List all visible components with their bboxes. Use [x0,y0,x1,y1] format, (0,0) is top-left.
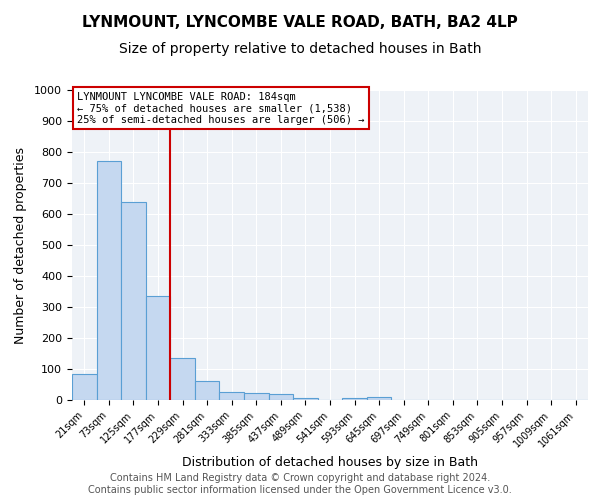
Bar [220,392,244,400]
Y-axis label: Number of detached properties: Number of detached properties [14,146,28,344]
Bar [72,374,97,400]
Text: Size of property relative to detached houses in Bath: Size of property relative to detached ho… [119,42,481,56]
Bar [97,162,121,400]
Bar [367,397,391,400]
Bar [269,394,293,400]
Text: LYNMOUNT LYNCOMBE VALE ROAD: 184sqm
← 75% of detached houses are smaller (1,538): LYNMOUNT LYNCOMBE VALE ROAD: 184sqm ← 75… [77,92,365,124]
Bar [293,398,318,400]
Bar [121,202,146,400]
Bar [244,393,269,400]
Bar [342,398,367,400]
X-axis label: Distribution of detached houses by size in Bath: Distribution of detached houses by size … [182,456,478,468]
Bar [195,382,220,400]
Bar [170,358,195,400]
Text: LYNMOUNT, LYNCOMBE VALE ROAD, BATH, BA2 4LP: LYNMOUNT, LYNCOMBE VALE ROAD, BATH, BA2 … [82,15,518,30]
Bar [146,296,170,400]
Text: Contains HM Land Registry data © Crown copyright and database right 2024.
Contai: Contains HM Land Registry data © Crown c… [88,474,512,495]
